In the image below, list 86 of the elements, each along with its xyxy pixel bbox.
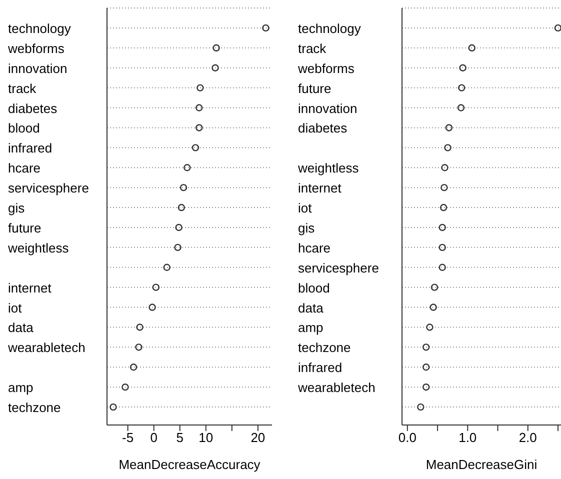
point (468, 44, 476, 52)
x-tick-label: 20 (250, 430, 266, 446)
point (192, 144, 200, 152)
y-tick-label: gis (8, 200, 26, 216)
point (422, 364, 430, 371)
x-tick-label: -5 (122, 430, 134, 446)
point (417, 403, 424, 411)
y-tick-label: innovation (298, 100, 358, 116)
point (180, 184, 188, 192)
point (174, 244, 182, 252)
point (430, 284, 438, 291)
y-tick-label: gis (298, 220, 316, 236)
y-tick-label: amp (298, 320, 324, 336)
point (422, 383, 430, 391)
y-tick-label: data (8, 320, 34, 336)
point (440, 184, 448, 192)
y-tick-label: wearabletech (297, 380, 376, 396)
point (554, 24, 561, 32)
point (438, 224, 446, 232)
point (212, 64, 219, 72)
point (163, 264, 170, 271)
point (148, 304, 156, 311)
point (212, 44, 220, 52)
point (196, 84, 204, 92)
point (445, 124, 453, 132)
y-tick-label: infrared (8, 140, 52, 156)
point (175, 224, 182, 232)
y-tick-label: iot (8, 300, 22, 316)
x-axis-title: MeanDecreaseAccuracy (118, 457, 261, 472)
point (426, 324, 434, 331)
point (459, 64, 466, 72)
point (152, 284, 160, 291)
y-tick-label: blood (8, 120, 40, 136)
point (136, 324, 144, 331)
y-tick-label: servicesphere (8, 180, 89, 196)
y-tick-label: innovation (8, 60, 68, 76)
point (130, 364, 138, 371)
y-tick-label: technology (298, 20, 362, 36)
y-tick-label: wearabletech (7, 340, 86, 356)
y-tick-label: techzone (8, 400, 61, 416)
point (430, 304, 437, 311)
point (196, 124, 203, 132)
point (178, 204, 186, 212)
y-tick-label: iot (298, 200, 312, 216)
point (444, 144, 452, 152)
point (457, 104, 465, 112)
y-tick-label: blood (298, 280, 330, 296)
x-axis-title: MeanDecreaseGini (426, 457, 538, 472)
y-tick-label: hcare (8, 160, 41, 176)
y-tick-label: future (8, 220, 42, 236)
point (184, 164, 191, 172)
y-tick-label: infrared (298, 360, 342, 376)
y-tick-label: diabetes (8, 100, 58, 116)
y-tick-label: internet (8, 280, 52, 296)
point (262, 24, 270, 32)
x-tick-label: 2.0 (518, 430, 537, 446)
y-tick-label: techzone (298, 340, 351, 356)
y-tick-label: data (298, 300, 324, 316)
point (458, 84, 466, 92)
y-tick-label: technology (8, 20, 72, 36)
point (196, 104, 203, 112)
point (441, 164, 448, 172)
point (422, 344, 430, 351)
point (122, 383, 129, 391)
point (438, 244, 446, 252)
x-tick-label: 1.0 (458, 430, 477, 446)
y-tick-label: track (8, 80, 37, 96)
y-tick-label: hcare (298, 240, 331, 256)
x-tick-label: 10 (198, 430, 214, 446)
y-tick-label: servicesphere (298, 260, 379, 276)
point (440, 204, 448, 212)
point (135, 344, 142, 351)
y-tick-label: amp (8, 380, 34, 396)
x-tick-label: 0 (150, 430, 158, 446)
point (110, 403, 117, 411)
y-tick-label: internet (298, 180, 342, 196)
point (438, 264, 446, 271)
y-tick-label: weightless (7, 240, 70, 256)
x-tick-label: 0.0 (398, 430, 416, 446)
y-tick-label: diabetes (298, 120, 348, 136)
y-tick-label: webforms (297, 60, 355, 76)
x-tick-label: 5 (176, 430, 184, 446)
y-tick-label: future (298, 80, 332, 96)
y-tick-label: weightless (297, 160, 360, 176)
y-tick-label: webforms (7, 40, 65, 56)
y-tick-label: track (298, 40, 327, 56)
